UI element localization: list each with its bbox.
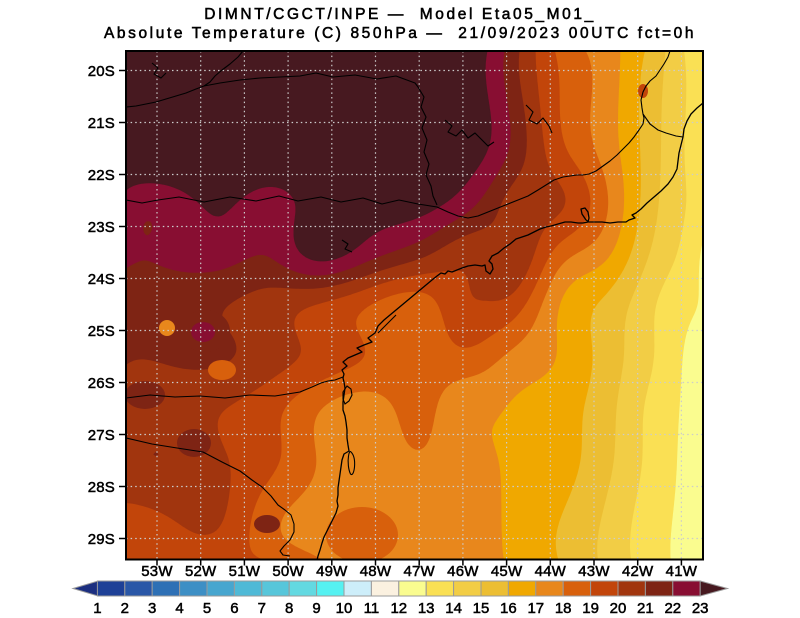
svg-text:46W: 46W [447, 563, 479, 580]
svg-text:8: 8 [285, 600, 293, 617]
svg-text:21S: 21S [88, 115, 115, 132]
svg-text:16: 16 [500, 600, 517, 617]
svg-text:20: 20 [610, 600, 627, 617]
svg-text:23: 23 [692, 600, 709, 617]
svg-text:52W: 52W [185, 563, 217, 580]
svg-text:23S: 23S [88, 219, 115, 236]
svg-text:26S: 26S [88, 375, 115, 392]
svg-text:19: 19 [582, 600, 599, 617]
svg-text:7: 7 [258, 600, 266, 617]
svg-text:43W: 43W [578, 563, 610, 580]
svg-text:18: 18 [555, 600, 572, 617]
svg-text:24S: 24S [88, 271, 115, 288]
svg-text:17: 17 [527, 600, 544, 617]
svg-text:22S: 22S [88, 167, 115, 184]
svg-text:47W: 47W [403, 563, 435, 580]
svg-text:28S: 28S [88, 479, 115, 496]
svg-text:50W: 50W [272, 563, 304, 580]
svg-text:6: 6 [230, 600, 238, 617]
svg-text:11: 11 [364, 600, 380, 617]
svg-text:41W: 41W [666, 563, 698, 580]
svg-text:2: 2 [121, 600, 129, 617]
svg-text:12: 12 [390, 600, 407, 617]
svg-text:49W: 49W [316, 563, 348, 580]
svg-text:42W: 42W [622, 563, 654, 580]
svg-text:45W: 45W [491, 563, 523, 580]
svg-text:27S: 27S [88, 427, 115, 444]
svg-text:4: 4 [175, 600, 183, 617]
svg-text:1: 1 [93, 600, 101, 617]
svg-text:5: 5 [203, 600, 211, 617]
svg-text:13: 13 [418, 600, 435, 617]
svg-text:14: 14 [445, 600, 462, 617]
svg-text:3: 3 [148, 600, 156, 617]
svg-text:53W: 53W [141, 563, 173, 580]
svg-text:29S: 29S [88, 531, 115, 548]
svg-text:10: 10 [336, 600, 353, 617]
svg-text:20S: 20S [88, 63, 115, 80]
svg-text:51W: 51W [229, 563, 261, 580]
svg-text:25S: 25S [88, 323, 115, 340]
svg-text:44W: 44W [535, 563, 567, 580]
svg-text:21: 21 [637, 600, 654, 617]
svg-text:9: 9 [312, 600, 320, 617]
svg-text:48W: 48W [360, 563, 392, 580]
svg-text:15: 15 [473, 600, 490, 617]
svg-text:22: 22 [664, 600, 681, 617]
